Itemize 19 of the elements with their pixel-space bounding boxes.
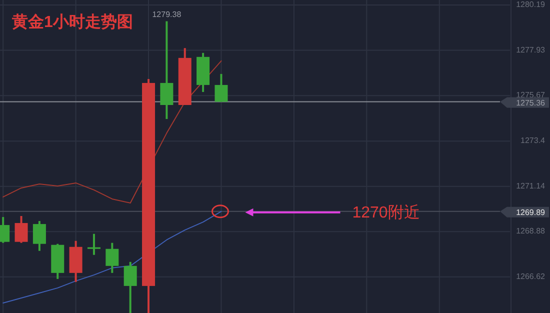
ref-line-label: 1275.36 <box>516 98 546 108</box>
candlestick <box>124 260 137 313</box>
annotation: 1279.38 <box>152 10 182 20</box>
y-tick-label: 1277.93 <box>516 45 546 54</box>
y-tick-label: 1268.88 <box>516 226 546 236</box>
candlestick <box>87 232 100 256</box>
text: 黄金1小时走势图 <box>11 13 133 31</box>
candlestick <box>106 242 119 274</box>
candlestick <box>160 20 174 120</box>
y-tick-label: 1280.19 <box>516 0 546 10</box>
candlestick <box>14 215 28 244</box>
ref-line-label: 1269.89 <box>516 208 546 217</box>
y-tick-label: 1275.67 <box>516 90 546 100</box>
candlestick <box>32 220 46 252</box>
candlestick <box>214 72 228 103</box>
y-tick-label: 1266.62 <box>516 272 546 281</box>
y-tick-label: 1271.14 <box>516 181 546 190</box>
y-tick-label: 1273.4 <box>520 136 546 146</box>
annotation: 1270附近 <box>352 203 420 222</box>
